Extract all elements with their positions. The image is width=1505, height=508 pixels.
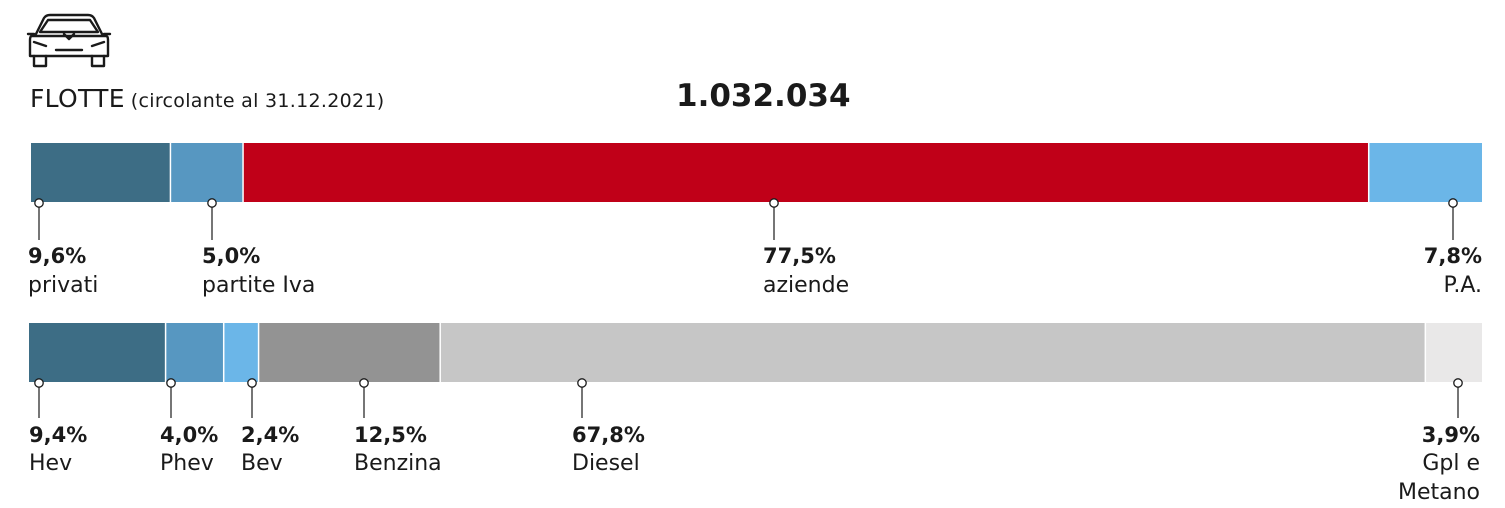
segment-hev bbox=[29, 323, 166, 382]
bar-chart-1: 9,6% privati 5,0% partite Iva 77,5% aziende 7,… bbox=[28, 143, 1482, 298]
bar-chart-2: 9,4% Hev 4,0% Phev 2,4% Bev 12,5% Benzina 67,8% D… bbox=[29, 323, 1482, 505]
value-label-diesel: 67,8% bbox=[572, 423, 645, 447]
marker-hev bbox=[34, 378, 44, 388]
segment-diesel bbox=[440, 323, 1426, 382]
value-label-privati: 9,6% bbox=[28, 244, 86, 268]
segment-bev bbox=[223, 323, 259, 382]
car-icon bbox=[26, 13, 112, 68]
value-label-benzina: 12,5% bbox=[354, 423, 427, 447]
value-label-bev: 2,4% bbox=[241, 423, 299, 447]
value-label-partite-iva: 5,0% bbox=[202, 244, 260, 268]
chart-title: FLOTTE (circolante al 31.12.2021) bbox=[30, 84, 385, 113]
segment-phev bbox=[165, 323, 224, 382]
marker-benzina bbox=[359, 378, 369, 388]
marker-privati bbox=[34, 198, 44, 208]
value-label-hev: 9,4% bbox=[29, 423, 87, 447]
category-label-gpl-e-metano: Gpl e Metano bbox=[1398, 451, 1480, 505]
category-label-privati: privati bbox=[28, 273, 98, 298]
marker-diesel bbox=[577, 378, 587, 388]
segment-benzina bbox=[258, 323, 441, 382]
value-label-p-a-: 7,8% bbox=[1424, 244, 1482, 268]
marker-partite-iva bbox=[207, 198, 217, 208]
category-label-bev: Bev bbox=[241, 451, 283, 476]
category-label-phev: Phev bbox=[160, 451, 214, 476]
category-label-hev: Hev bbox=[29, 451, 72, 476]
total-value: 1.032.034 bbox=[676, 78, 851, 114]
value-label-gpl-e-metano: 3,9% bbox=[1422, 423, 1480, 447]
value-label-phev: 4,0% bbox=[160, 423, 218, 447]
marker-phev bbox=[166, 378, 176, 388]
marker-p-a- bbox=[1448, 198, 1458, 208]
category-label-partite-iva: partite Iva bbox=[202, 273, 315, 298]
marker-aziende bbox=[769, 198, 779, 208]
segment-gpl-e-metano bbox=[1425, 323, 1482, 382]
subtitle-label: (circolante al 31.12.2021) bbox=[130, 90, 385, 112]
category-label-aziende: aziende bbox=[763, 273, 849, 298]
segment-privati bbox=[31, 143, 171, 202]
segment-aziende bbox=[243, 143, 1369, 202]
marker-gpl-e-metano bbox=[1453, 378, 1463, 388]
marker-bev bbox=[247, 378, 257, 388]
category-label-diesel: Diesel bbox=[572, 451, 640, 476]
segment-partite-iva bbox=[170, 143, 244, 202]
title-label: FLOTTE bbox=[30, 84, 125, 113]
value-label-aziende: 77,5% bbox=[763, 244, 836, 268]
category-label-benzina: Benzina bbox=[354, 451, 442, 476]
segment-p-a- bbox=[1368, 143, 1482, 202]
category-label-p-a-: P.A. bbox=[1444, 273, 1483, 298]
